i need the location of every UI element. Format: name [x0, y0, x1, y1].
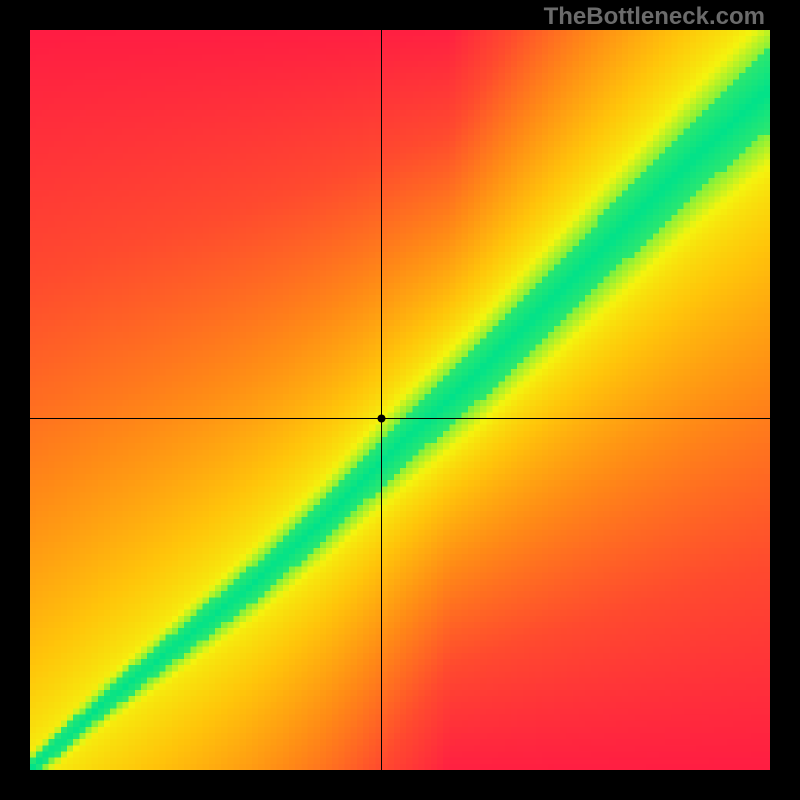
bottleneck-heatmap: [30, 30, 770, 770]
watermark-text: TheBottleneck.com: [544, 3, 765, 31]
chart-stage: TheBottleneck.com: [0, 0, 800, 800]
